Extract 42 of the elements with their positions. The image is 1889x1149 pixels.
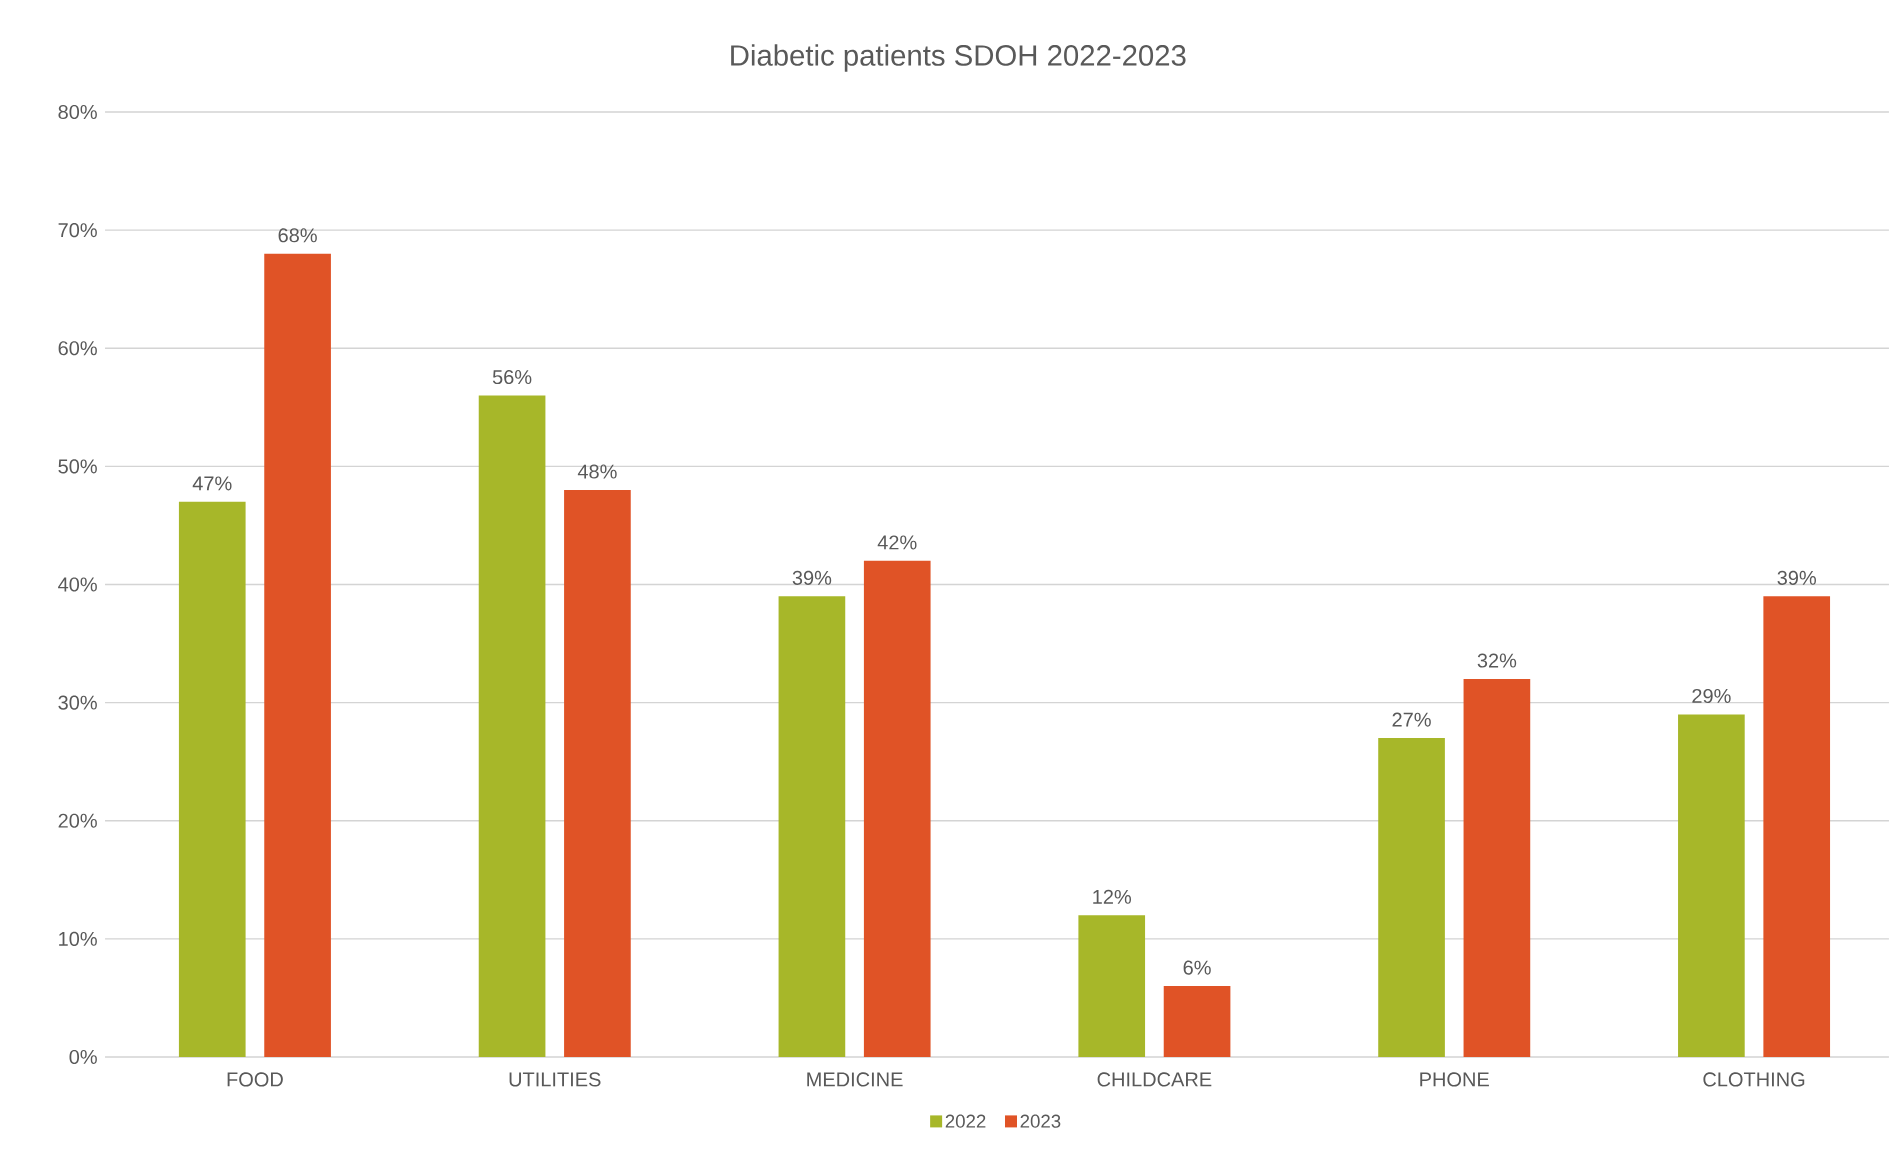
- data-label: 42%: [877, 535, 917, 550]
- data-label: 27%: [1392, 712, 1431, 727]
- bar: [178, 501, 246, 1057]
- data-label: 48%: [577, 464, 617, 479]
- bar: [564, 489, 631, 1057]
- data-label: 12%: [1093, 889, 1132, 904]
- data-label: 29%: [1692, 688, 1731, 704]
- bar: [1763, 596, 1831, 1057]
- data-label: 39%: [1777, 570, 1816, 585]
- x-tick-label: PHONE: [1420, 1072, 1489, 1087]
- y-tick-label: 20%: [58, 813, 97, 828]
- bar: [1078, 915, 1146, 1057]
- data-label: 39%: [792, 570, 832, 585]
- bar: [1378, 738, 1445, 1057]
- legend-label: 2022: [945, 1114, 986, 1128]
- bar: [264, 253, 331, 1057]
- chart-title: Diabetic patients SDOH 2022-2023: [731, 44, 1186, 72]
- data-label: 56%: [492, 369, 532, 385]
- x-tick-label: MEDICINE: [807, 1072, 903, 1087]
- y-tick-label: 30%: [58, 695, 97, 710]
- data-label: 47%: [192, 476, 232, 491]
- bar: [863, 560, 931, 1057]
- bar: [478, 395, 546, 1057]
- x-tick-label: CHILDCARE: [1097, 1072, 1212, 1087]
- y-tick-label: 70%: [58, 223, 97, 238]
- y-tick-label: 50%: [58, 459, 97, 474]
- data-label: 6%: [1183, 960, 1211, 975]
- x-tick-label: UTILITIES: [509, 1072, 601, 1087]
- data-label: 32%: [1477, 653, 1517, 668]
- bar: [1678, 714, 1745, 1057]
- y-tick-label: 10%: [59, 931, 97, 946]
- y-tick-label: 60%: [58, 341, 97, 356]
- legend-label: 2023: [1020, 1114, 1061, 1128]
- x-tick-label: FOOD: [227, 1072, 283, 1087]
- x-tick-label: CLOTHING: [1703, 1072, 1805, 1087]
- y-tick-label: 0%: [69, 1049, 97, 1065]
- bar: [778, 596, 846, 1057]
- bar: [1163, 986, 1231, 1057]
- bar: [1463, 678, 1531, 1057]
- y-tick-label: 80%: [58, 104, 97, 120]
- data-label: 68%: [278, 228, 317, 243]
- y-tick-label: 40%: [58, 577, 97, 592]
